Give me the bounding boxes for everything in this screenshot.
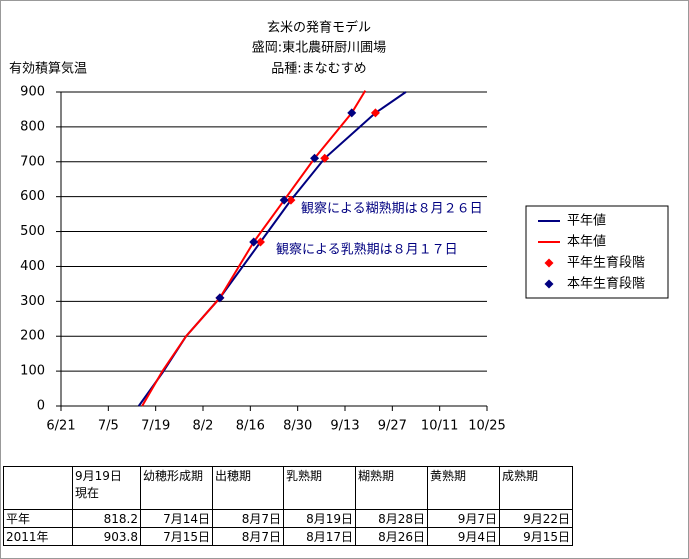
table-cell: 8月28日 <box>355 509 428 528</box>
table-row: 2011年 903.8 7月15日 8月7日 8月17日 8月26日 9月4日 9月15日 <box>3 527 573 546</box>
table-cell: 9月4日 <box>427 527 500 546</box>
table-cell: 平年 <box>3 509 73 528</box>
table-cell: 9月7日 <box>427 509 500 528</box>
legend-label: 本年値 <box>567 234 606 250</box>
table-cell: 8月7日 <box>212 527 284 546</box>
y-tick-label: 800 <box>20 119 45 134</box>
x-tick-label: 8/30 <box>283 419 312 434</box>
marker <box>249 237 259 247</box>
marker <box>320 153 330 163</box>
table-header: 糊熟期 <box>355 466 428 510</box>
x-tick-label: 7/5 <box>98 419 119 434</box>
table-header: 9月19日 現在 <box>72 466 141 510</box>
plot-area <box>61 92 487 406</box>
y-tick-label: 100 <box>20 364 45 379</box>
legend-marker <box>544 279 554 289</box>
marker <box>215 293 225 303</box>
marker <box>279 195 289 205</box>
legend-marker <box>544 258 554 268</box>
table-corner <box>3 466 73 510</box>
table-cell: 8月17日 <box>283 527 356 546</box>
y-tick-label: 0 <box>37 399 45 414</box>
x-tick-label: 8/16 <box>236 419 265 434</box>
legend-label: 平年生育段階 <box>567 255 645 271</box>
marker <box>286 195 296 205</box>
table-cell: 8月19日 <box>283 509 356 528</box>
marker <box>255 237 265 247</box>
table-header: 黄熟期 <box>427 466 500 510</box>
y-tick-label: 200 <box>20 329 45 344</box>
x-tick-label: 10/25 <box>468 419 505 434</box>
y-tick-label: 500 <box>20 224 45 239</box>
chart-subtitle: 品種:まなむすめ <box>271 61 366 77</box>
data-table: 9月19日 現在 幼穂形成期 出穂期 乳熟期 糊熟期 黄熟期 成熟期 平年 818.2 7月14… <box>3 466 573 546</box>
x-tick-label: 6/21 <box>46 419 75 434</box>
table-cell: 8月26日 <box>355 527 428 546</box>
table-cell: 8月7日 <box>212 509 284 528</box>
legend-label: 平年値 <box>567 213 606 229</box>
marker <box>370 108 380 118</box>
table-cell: 7月14日 <box>140 509 213 528</box>
annotation: 観察による糊熟期は８月２６日 <box>301 201 483 217</box>
y-axis-label: 有効積算気温 <box>9 61 87 77</box>
marker <box>310 153 320 163</box>
table-header: 成熟期 <box>499 466 573 510</box>
chart: 玄米の発育モデル 盛岡:東北農研厨川圃場 品種:まなむすめ 有効積算気温 0 10… <box>9 20 669 434</box>
chart-subtitle: 盛岡:東北農研厨川圃場 <box>252 40 386 56</box>
annotation: 観察による乳熟期は８月１７日 <box>276 242 458 258</box>
x-tick-label: 10/11 <box>421 419 458 434</box>
table-row: 平年 818.2 7月14日 8月7日 8月19日 8月28日 9月7日 9月22日 <box>3 509 573 528</box>
table-cell: 2011年 <box>3 527 73 546</box>
y-tick-label: 400 <box>20 259 45 274</box>
table-cell: 903.8 <box>72 527 141 546</box>
y-tick-label: 900 <box>20 85 45 100</box>
table-cell: 9月22日 <box>499 509 573 528</box>
x-tick-label: 9/27 <box>378 419 407 434</box>
table-cell: 7月15日 <box>140 527 213 546</box>
y-tick-label: 700 <box>20 154 45 169</box>
table-header: 幼穂形成期 <box>140 466 213 510</box>
table-cell: 818.2 <box>72 509 141 528</box>
table-header: 乳熟期 <box>283 466 356 510</box>
chart-title: 玄米の発育モデル <box>267 20 371 36</box>
x-tick-label: 9/13 <box>330 419 359 434</box>
x-tick-label: 7/19 <box>141 419 170 434</box>
x-tick-label: 8/2 <box>193 419 214 434</box>
y-tick-label: 300 <box>20 294 45 309</box>
y-tick-label: 600 <box>20 189 45 204</box>
marker <box>347 108 357 118</box>
legend-label: 本年生育段階 <box>567 276 645 292</box>
table-cell: 9月15日 <box>499 527 573 546</box>
table-header: 出穂期 <box>212 466 284 510</box>
